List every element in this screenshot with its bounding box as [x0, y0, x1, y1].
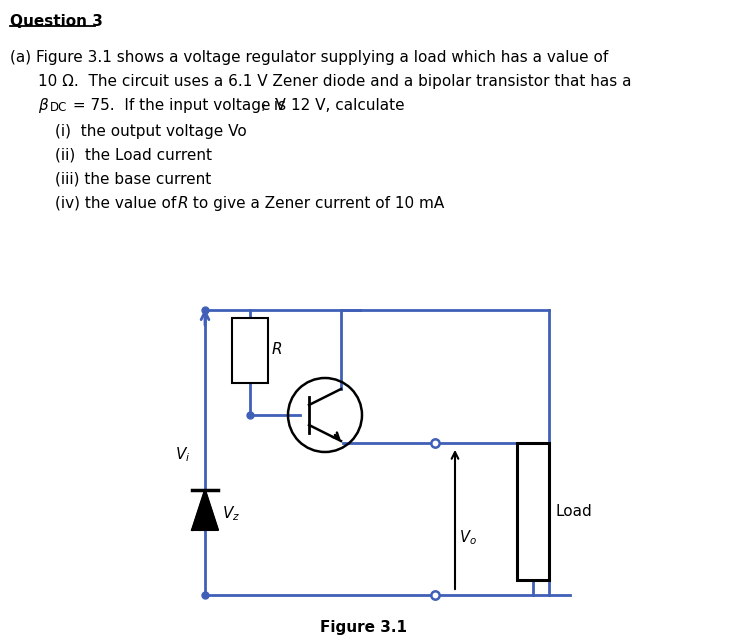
Text: Load: Load [556, 504, 593, 519]
Text: (a) Figure 3.1 shows a voltage regulator supplying a load which has a value of: (a) Figure 3.1 shows a voltage regulator… [10, 50, 608, 65]
Text: (i)  the output voltage Vo: (i) the output voltage Vo [55, 124, 246, 139]
Text: $V_o$: $V_o$ [459, 529, 477, 548]
Text: R: R [178, 196, 189, 211]
Bar [517, 443, 549, 580]
Text: DC: DC [50, 101, 67, 114]
Text: $V_i$: $V_i$ [175, 446, 190, 464]
Text: R: R [272, 343, 283, 357]
Text: (iv) the value of: (iv) the value of [55, 196, 181, 211]
Text: is 12 V, calculate: is 12 V, calculate [269, 98, 405, 113]
Text: = 75.  If the input voltage V: = 75. If the input voltage V [68, 98, 286, 113]
Bar [232, 318, 268, 383]
Text: β: β [38, 98, 48, 113]
Text: (iii) the base current: (iii) the base current [55, 172, 211, 187]
Text: to give a Zener current of 10 mA: to give a Zener current of 10 mA [188, 196, 444, 211]
Text: $V_z$: $V_z$ [222, 504, 240, 523]
Text: i: i [262, 101, 265, 114]
Text: 10 Ω.  The circuit uses a 6.1 V Zener diode and a bipolar transistor that has a: 10 Ω. The circuit uses a 6.1 V Zener dio… [38, 74, 631, 89]
Text: (ii)  the Load current: (ii) the Load current [55, 148, 212, 163]
Text: Question 3: Question 3 [10, 14, 103, 29]
Polygon shape [192, 490, 218, 530]
Text: Figure 3.1: Figure 3.1 [321, 620, 408, 635]
